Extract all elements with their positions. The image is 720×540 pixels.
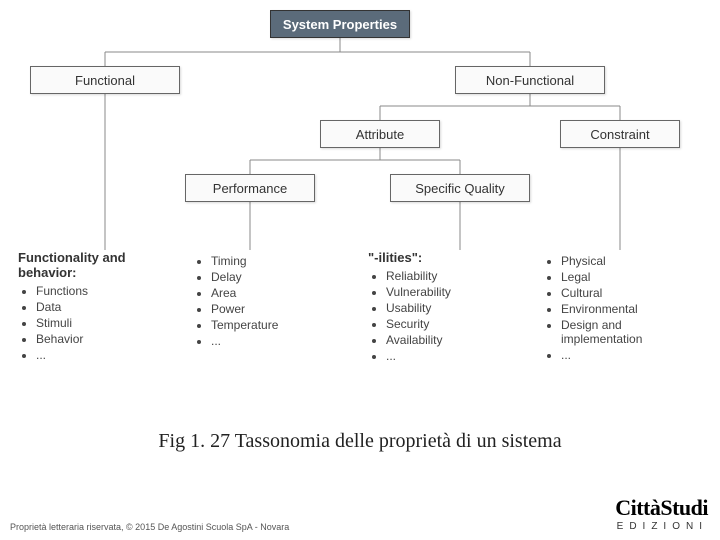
node-performance: Performance	[185, 174, 315, 202]
node-functional: Functional	[30, 66, 180, 94]
list-item: Area	[211, 286, 352, 300]
list-item: Stimuli	[36, 316, 177, 330]
leaf-lists: Functionality and behavior: Functions Da…	[10, 250, 710, 365]
list-item: Environmental	[561, 302, 702, 316]
list-item: Power	[211, 302, 352, 316]
node-nonfunctional: Non-Functional	[455, 66, 605, 94]
col-performance: Timing Delay Area Power Temperature ...	[185, 250, 360, 365]
logo-sub-text: EDIZIONI	[615, 521, 708, 532]
col-ilities: "-ilities": Reliability Vulnerability Us…	[360, 250, 535, 365]
list-item: ...	[211, 334, 352, 348]
list-item: Physical	[561, 254, 702, 268]
list-item: ...	[36, 348, 177, 362]
list-item: Delay	[211, 270, 352, 284]
list-item: Usability	[386, 301, 527, 315]
list-item: Design and implementation	[561, 318, 702, 346]
list-item: Reliability	[386, 269, 527, 283]
list-item: ...	[561, 348, 702, 362]
col-functionality: Functionality and behavior: Functions Da…	[10, 250, 185, 365]
col-items: Physical Legal Cultural Environmental De…	[543, 254, 702, 362]
col-items: Functions Data Stimuli Behavior ...	[18, 284, 177, 362]
node-attribute: Attribute	[320, 120, 440, 148]
list-item: Availability	[386, 333, 527, 347]
list-item: Behavior	[36, 332, 177, 346]
col-items: Reliability Vulnerability Usability Secu…	[368, 269, 527, 363]
node-constraint: Constraint	[560, 120, 680, 148]
list-item: Vulnerability	[386, 285, 527, 299]
copyright-footer: Proprietà letteraria riservata, © 2015 D…	[10, 522, 289, 532]
list-item: Cultural	[561, 286, 702, 300]
node-root: System Properties	[270, 10, 410, 38]
col-constraint: Physical Legal Cultural Environmental De…	[535, 250, 710, 365]
col-title: "-ilities":	[368, 250, 527, 265]
list-item: Security	[386, 317, 527, 331]
node-specific-quality: Specific Quality	[390, 174, 530, 202]
col-title: Functionality and behavior:	[18, 250, 177, 280]
diagram-canvas: System Properties Functional Non-Functio…	[0, 0, 720, 400]
list-item: Legal	[561, 270, 702, 284]
publisher-logo: CittàStudi EDIZIONI	[615, 495, 708, 532]
list-item: Functions	[36, 284, 177, 298]
list-item: Temperature	[211, 318, 352, 332]
list-item: Data	[36, 300, 177, 314]
list-item: ...	[386, 349, 527, 363]
col-items: Timing Delay Area Power Temperature ...	[193, 254, 352, 348]
list-item: Timing	[211, 254, 352, 268]
figure-caption: Fig 1. 27 Tassonomia delle proprietà di …	[0, 430, 720, 453]
logo-main-text: CittàStudi	[615, 495, 708, 521]
